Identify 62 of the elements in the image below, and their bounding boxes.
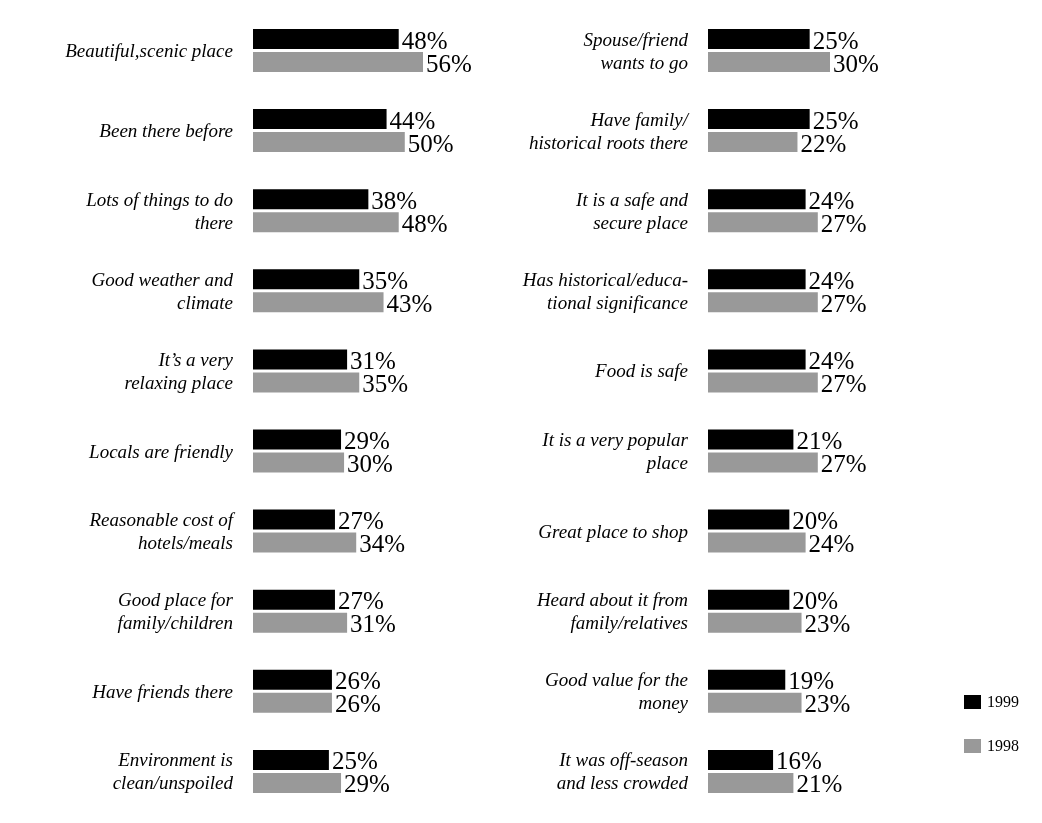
bar (708, 109, 810, 130)
legend-label: 1999 (987, 693, 1019, 711)
y-tick-label: Good value for the money (544, 668, 689, 713)
bar (253, 212, 399, 233)
bar (708, 269, 806, 290)
bar (253, 589, 335, 610)
bar (253, 52, 423, 72)
bar (708, 29, 810, 49)
bar (253, 749, 329, 770)
bar (708, 52, 830, 72)
bar (708, 212, 818, 233)
y-tick-label: Has historical/educa- tional significance (521, 268, 688, 313)
bar (253, 29, 399, 49)
y-tick-label: Been there before (99, 119, 233, 141)
bar (253, 532, 357, 553)
y-tick-label: Spouse/friend wants to go (583, 28, 689, 73)
bar (708, 692, 802, 713)
bar (253, 109, 387, 130)
bar (708, 749, 774, 770)
bar (253, 372, 360, 393)
bar (253, 772, 342, 793)
bar (708, 532, 806, 553)
y-tick-label: Great place to shop (538, 520, 688, 542)
y-tick-label: Lots of things to do there (85, 188, 233, 233)
bar (708, 772, 794, 793)
bar (708, 292, 818, 313)
bar (708, 372, 818, 393)
y-tick-label: Have friends there (91, 680, 233, 702)
y-tick-label: Reasonable cost of hotels/meals (88, 508, 236, 553)
bar (708, 189, 806, 210)
y-tick-label: It was off-season and less crowded (556, 748, 689, 793)
bar (253, 292, 384, 313)
bar (253, 509, 335, 530)
y-tick-label: Heard about it from family/relatives (535, 588, 688, 633)
bar (708, 349, 806, 370)
y-tick-label: It’s a very relaxing place (124, 348, 234, 393)
y-tick-label: It is a safe and secure place (575, 188, 689, 233)
y-tick-label: Beautiful,scenic place (65, 39, 233, 61)
bar (708, 452, 818, 473)
bar (708, 509, 790, 530)
y-tick-label: Environment is clean/unspoiled (112, 748, 234, 793)
bar (253, 692, 332, 713)
bar (253, 269, 360, 290)
y-tick-label: Good place for family/children (117, 588, 234, 633)
y-tick-label: It is a very popular place (541, 428, 689, 473)
y-tick-label: Locals are friendly (88, 440, 234, 462)
bar (253, 429, 342, 450)
bar (708, 669, 786, 690)
bar (253, 132, 405, 153)
y-tick-label: Food is safe (594, 359, 688, 381)
y-tick-label: Have family/ historical roots there (528, 108, 690, 153)
legend-label: 1998 (987, 737, 1019, 755)
bar (253, 349, 348, 370)
bar (253, 189, 369, 210)
bar (708, 589, 790, 610)
bar (253, 452, 345, 473)
y-tick-label: Good weather and climate (91, 268, 234, 313)
bar (708, 132, 798, 153)
bar (708, 429, 794, 450)
bar (708, 612, 802, 633)
bar (253, 669, 332, 690)
bar (253, 612, 348, 633)
